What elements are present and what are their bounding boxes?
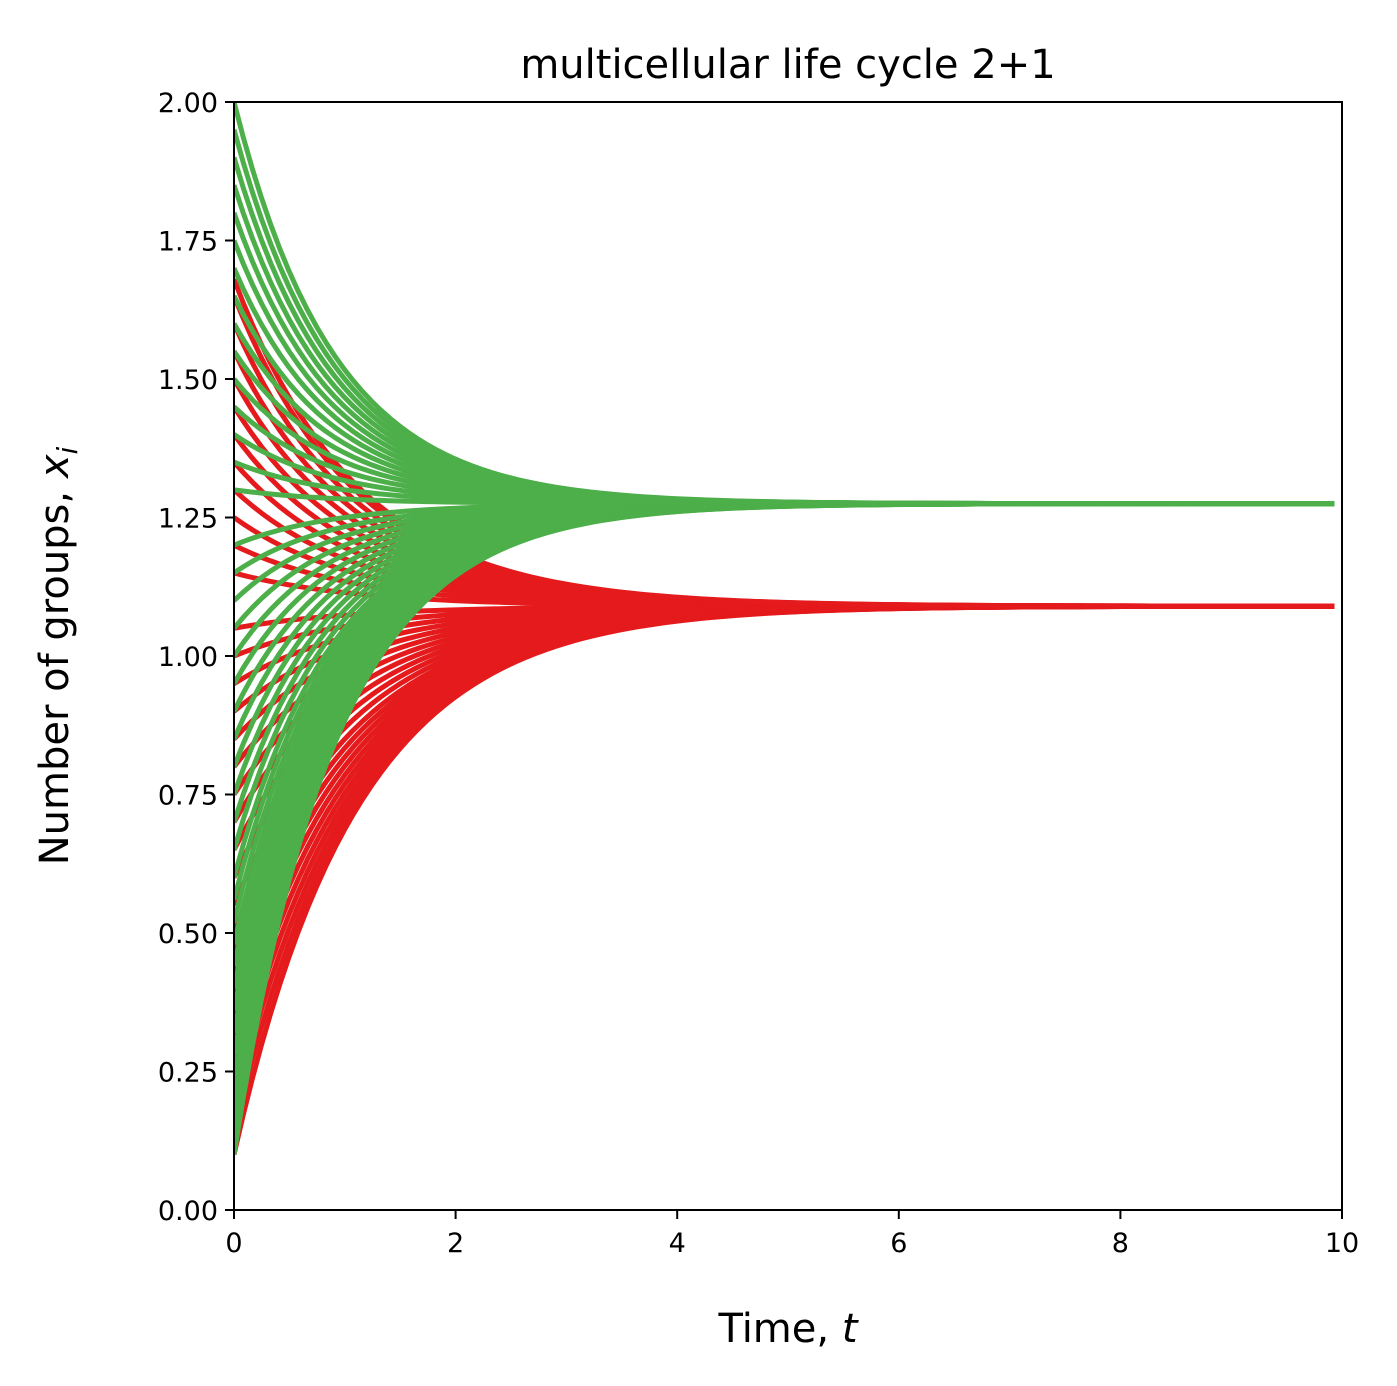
chart-title: multicellular life cycle 2+1 — [520, 42, 1055, 88]
y-tick-label: 1.25 — [158, 504, 218, 535]
x-axis-title-text: Time, — [717, 1306, 841, 1352]
y-axis-title-variable: x — [32, 454, 78, 480]
x-tick-label: 4 — [669, 1228, 686, 1259]
x-tick-label: 6 — [890, 1228, 907, 1259]
y-tick-label: 0.00 — [158, 1196, 218, 1227]
x-axis-title: Time, t — [717, 1306, 858, 1352]
y-tick-label: 0.50 — [158, 919, 218, 950]
trajectory-line — [234, 603, 1335, 957]
y-tick-label: 1.50 — [158, 365, 218, 396]
x-axis: 0 2 4 6 8 10 — [225, 1210, 1359, 1259]
y-tick-label: 2.00 — [158, 88, 218, 119]
x-tick-label: 2 — [447, 1228, 464, 1259]
y-tick-label: 0.25 — [158, 1058, 218, 1089]
trajectory-line — [234, 603, 1335, 1156]
trajectory-line — [234, 102, 1335, 507]
x-tick-label: 10 — [1325, 1228, 1359, 1259]
series-group — [234, 102, 1335, 1155]
y-tick-label: 1.75 — [158, 227, 218, 258]
y-axis-title-subscript: i — [51, 447, 84, 455]
x-tick-label: 8 — [1112, 1228, 1129, 1259]
y-tick-label: 0.75 — [158, 781, 218, 812]
y-tick-label: 1.00 — [158, 642, 218, 673]
y-axis: 0.00 0.25 0.50 0.75 1.00 1.25 1.50 1.75 2.00 — [158, 88, 234, 1227]
series-group — [234, 278, 1335, 1156]
y-axis-title: Number of groups, xi — [32, 447, 84, 866]
y-axis-title-text: Number of groups, — [32, 478, 78, 865]
x-tick-label: 0 — [225, 1228, 242, 1259]
x-axis-title-variable: t — [842, 1306, 859, 1352]
trajectory-line — [234, 603, 1335, 907]
series-layer — [234, 102, 1335, 1156]
